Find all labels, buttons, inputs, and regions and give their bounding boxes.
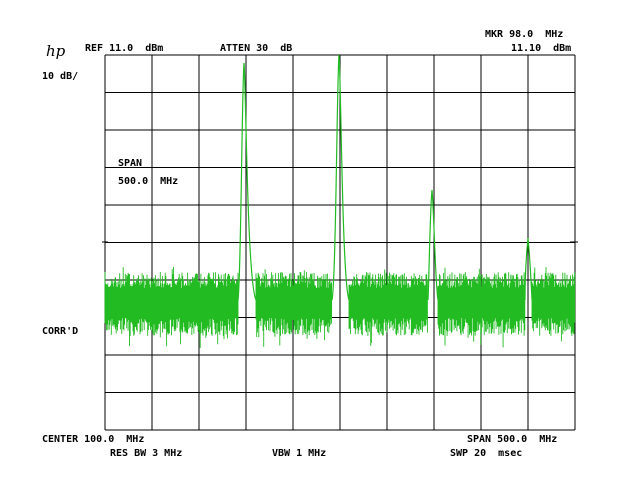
attenuation: ATTEN 30 dB	[220, 43, 292, 54]
center-frequency: CENTER 100.0 MHz	[42, 434, 144, 445]
signal-peak	[524, 237, 533, 301]
noise-floor	[104, 266, 576, 348]
logo: hp	[46, 42, 66, 60]
resolution-bandwidth: RES BW 3 MHz	[110, 448, 182, 459]
signal-peak	[237, 62, 257, 301]
signal-peak	[331, 54, 350, 301]
ref-level: REF 11.0 dBm	[85, 43, 163, 54]
signal-peak	[427, 189, 439, 301]
graticule	[102, 54, 578, 431]
marker-frequency: MKR 98.0 MHz	[485, 29, 563, 40]
span: SPAN 500.0 MHz	[467, 434, 557, 445]
sweep-time: SWP 20 msec	[450, 448, 522, 459]
span-label: SPAN	[118, 158, 142, 169]
video-bandwidth: VBW 1 MHz	[272, 448, 326, 459]
trace	[104, 54, 576, 348]
marker-level: 11.10 dBm	[511, 43, 571, 54]
corrected: CORR'D	[42, 326, 78, 337]
scale: 10 dB/	[42, 71, 78, 82]
span-value: 500.0 MHz	[118, 176, 178, 187]
